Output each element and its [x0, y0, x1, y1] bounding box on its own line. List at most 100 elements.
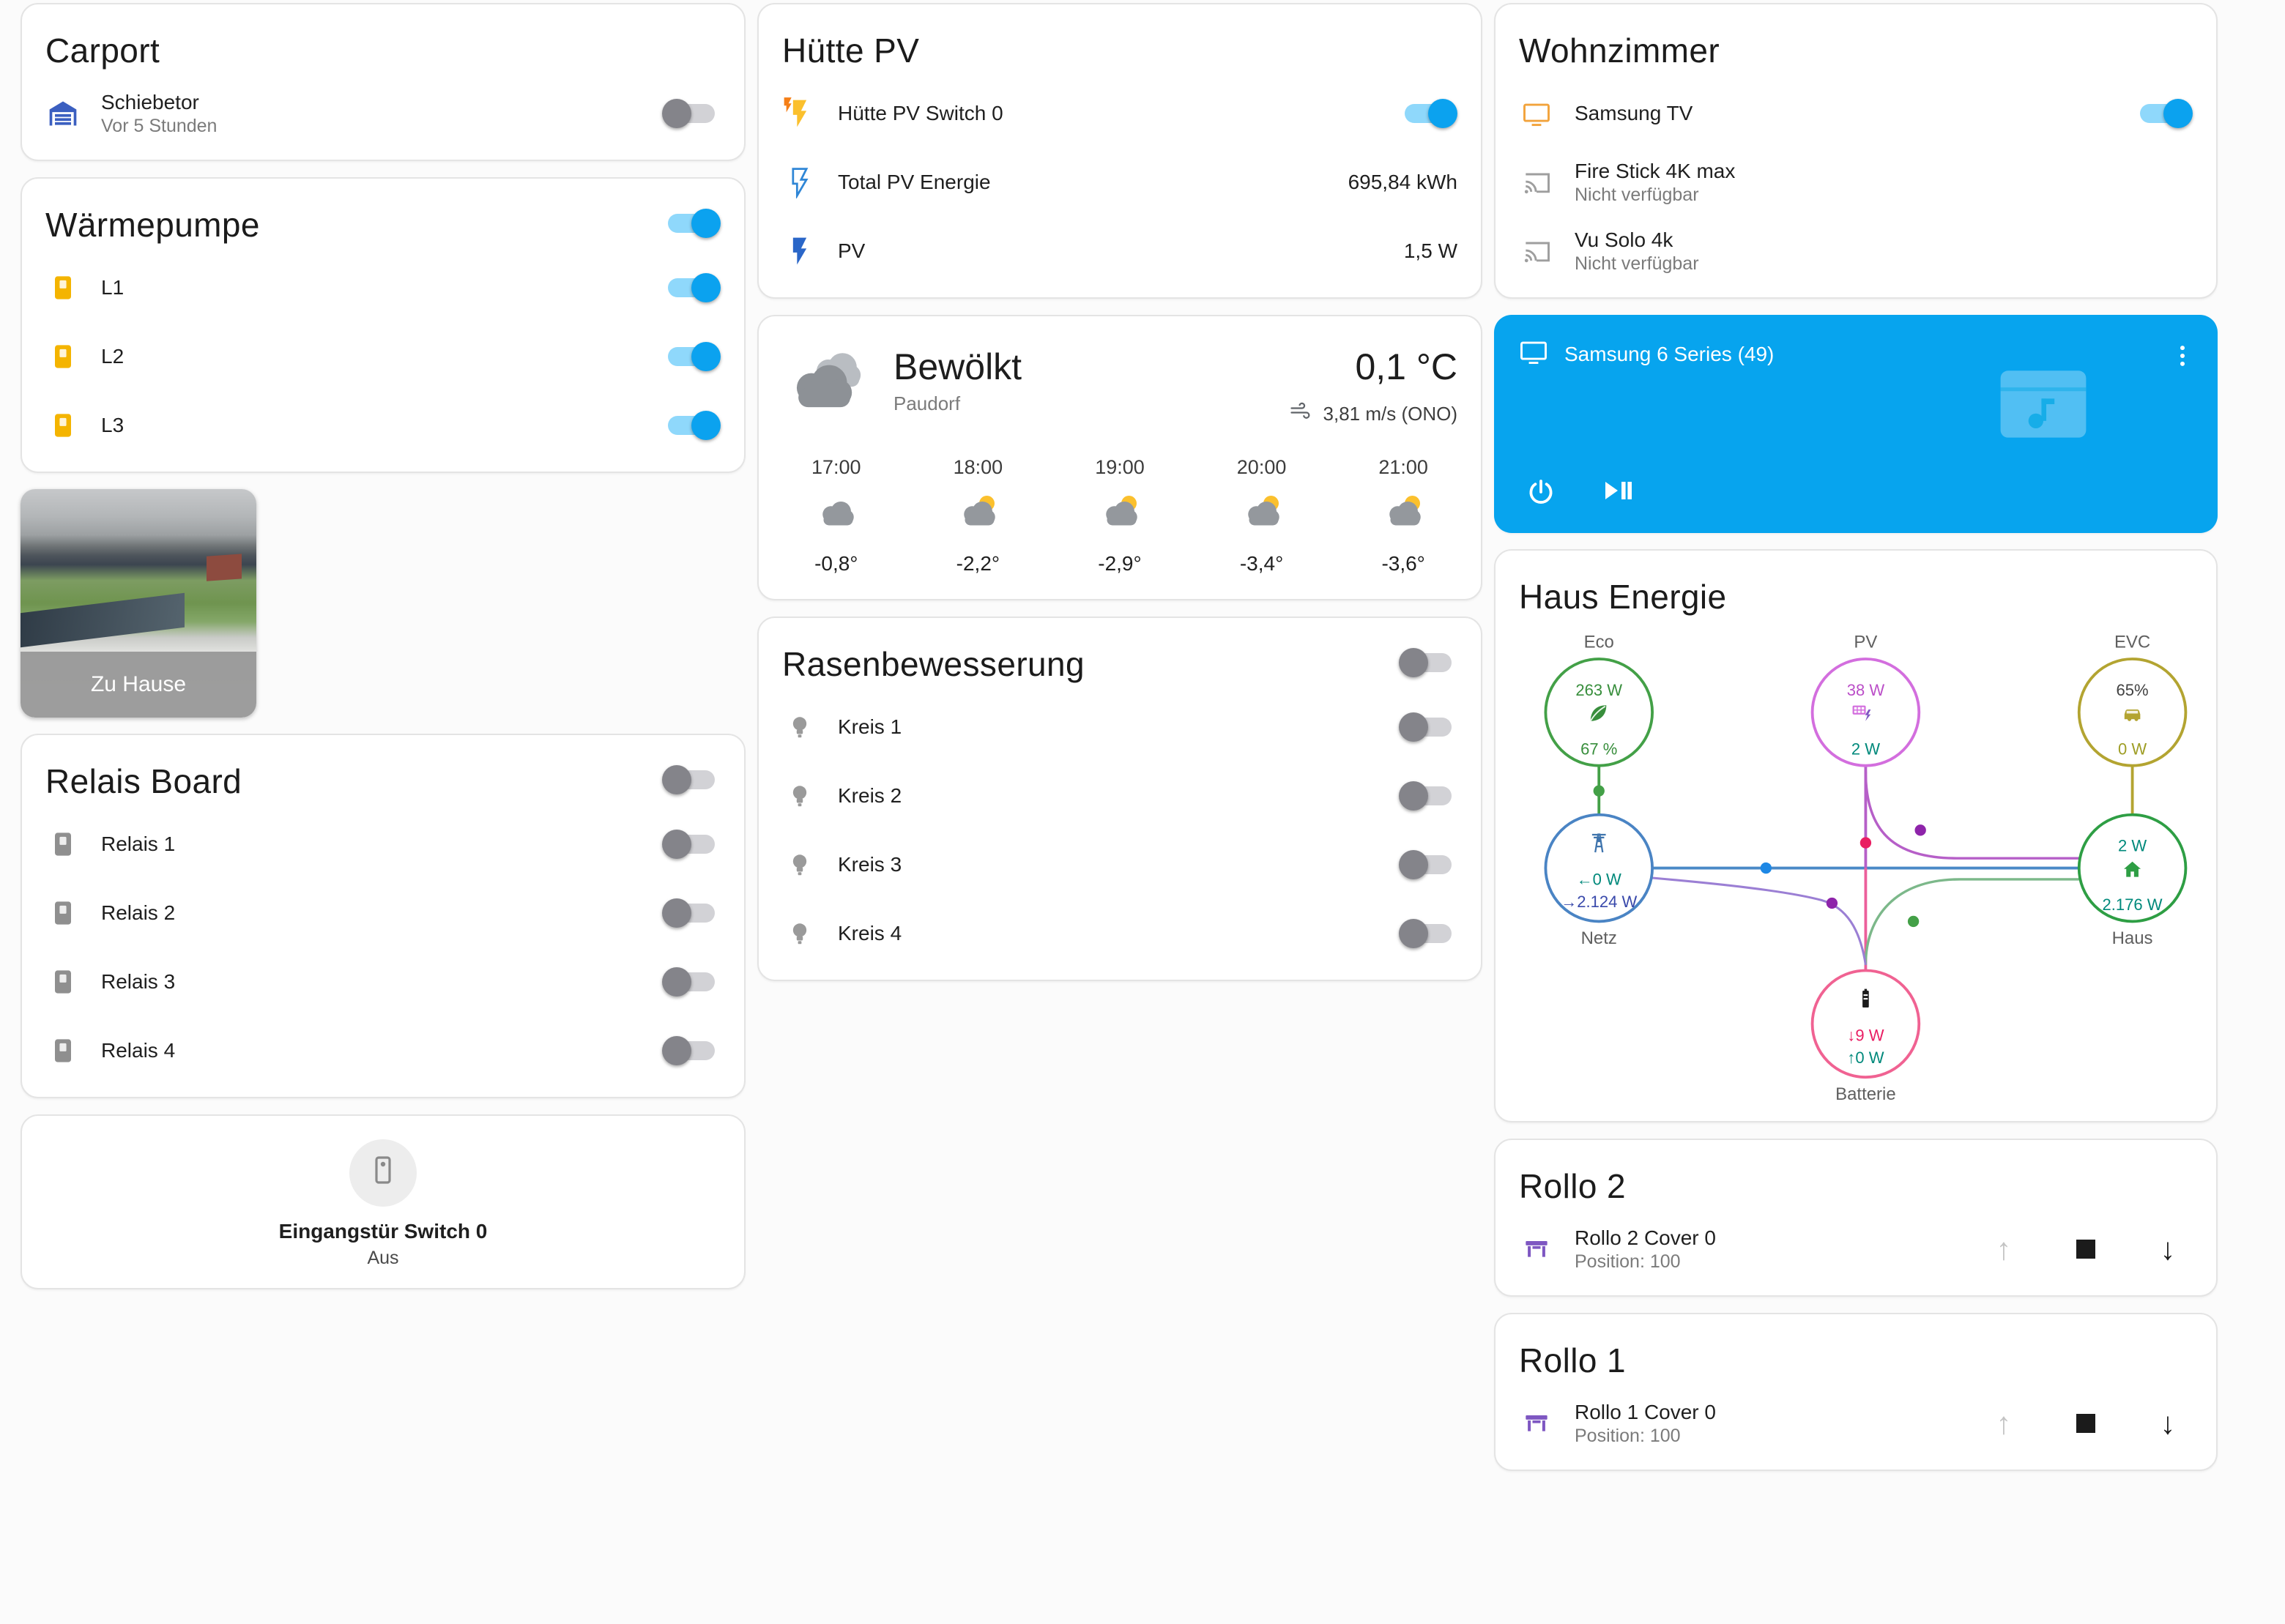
entity-row-l1[interactable]: L1 [45, 253, 721, 322]
l2-toggle[interactable] [662, 342, 721, 371]
entity-row-relais1[interactable]: Relais 1 [45, 810, 721, 879]
svg-text:2 W: 2 W [2118, 837, 2147, 855]
cover-position: Position: 100 [1575, 1425, 1681, 1446]
more-options-icon[interactable] [2162, 335, 2203, 376]
entity-row-schiebetor[interactable]: Schiebetor Vor 5 Stunden [45, 79, 721, 148]
entity-button[interactable] [349, 1139, 417, 1207]
relais4-toggle[interactable] [662, 1036, 721, 1065]
entity-row-kreis3[interactable]: Kreis 3 [782, 830, 1457, 899]
card-huette-pv: Hütte PV Hütte PV Switch 0 Total PV Ener… [757, 3, 1482, 299]
entity-row-vu-solo[interactable]: Vu Solo 4k Nicht verfügbar [1519, 217, 2193, 286]
card-weather[interactable]: Bewölkt Paudorf 0,1 °C 3,81 m/s (ONO) 17… [757, 315, 1482, 600]
kreis4-toggle[interactable] [1399, 919, 1457, 948]
entity-name: Rollo 2 Cover 0 [1575, 1226, 1716, 1249]
relais2-toggle[interactable] [662, 898, 721, 928]
card-title-rasen: Rasenbewesserung [782, 645, 1085, 683]
media-player-card[interactable]: Samsung 6 Series (49) [1494, 315, 2218, 533]
entity-name: Fire Stick 4K max [1575, 159, 1736, 182]
card-waermepumpe: Wärmepumpe L1 L2 L3 [21, 177, 746, 473]
svg-text:263 W: 263 W [1575, 681, 1622, 699]
weather-forecast: 17:00 -0,8° 18:00 -2,2° 19:00 -2,9° 20:0… [782, 433, 1457, 587]
cover-up-button[interactable]: ↑ [1996, 1232, 2012, 1267]
cast-icon [1519, 234, 1554, 269]
entity-row-fire-stick[interactable]: Fire Stick 4K max Nicht verfügbar [1519, 148, 2193, 217]
window-shutter-icon [1519, 1232, 1554, 1267]
dashboard: Carport Schiebetor Vor 5 Stunden Wärmepu… [21, 3, 2218, 1472]
flow-dots [1593, 785, 1926, 928]
entity-row-relais2[interactable]: Relais 2 [45, 879, 721, 947]
cover-position: Position: 100 [1575, 1251, 1681, 1272]
sensor-value: 695,84 kWh [1348, 171, 1457, 193]
entity-row-rollo1-cover[interactable]: Rollo 1 Cover 0 Position: 100 ↑ ↓ [1519, 1389, 2193, 1458]
entity-row-pv[interactable]: PV 1,5 W [782, 217, 1457, 286]
cover-stop-button[interactable] [2064, 1401, 2108, 1445]
forecast-temp: -3,4° [1239, 552, 1284, 575]
play-pause-button[interactable] [1597, 472, 1638, 513]
entity-row-relais4[interactable]: Relais 4 [45, 1016, 721, 1085]
entity-name: Vu Solo 4k [1575, 228, 1673, 251]
stop-icon [2076, 1240, 2095, 1259]
entity-row-kreis1[interactable]: Kreis 1 [782, 693, 1457, 761]
forecast-time: 18:00 [953, 456, 1003, 478]
relais-master-toggle[interactable] [662, 765, 721, 794]
entity-name: Kreis 4 [838, 922, 902, 945]
sensor-value: 1,5 W [1403, 239, 1457, 262]
camera-image-solar-panels [21, 592, 185, 649]
entity-row-l3[interactable]: L3 [45, 391, 721, 460]
forecast-temp: -0,8° [814, 552, 858, 575]
cover-stop-button[interactable] [2064, 1227, 2108, 1271]
card-eingangstuer[interactable]: Eingangstür Switch 0 Aus [21, 1114, 746, 1289]
forecast-time: 20:00 [1236, 456, 1287, 478]
entity-name: Kreis 3 [838, 853, 902, 876]
schiebetor-toggle[interactable] [662, 99, 721, 128]
waermepumpe-master-toggle[interactable] [662, 209, 721, 238]
entity-name: L3 [101, 414, 125, 436]
cover-down-button[interactable]: ↓ [2160, 1232, 2176, 1267]
energy-node-netz[interactable]: ←0 W →2.124 W Netz [1544, 813, 1654, 948]
entity-row-kreis4[interactable]: Kreis 4 [782, 899, 1457, 968]
entity-row-rollo2-cover[interactable]: Rollo 2 Cover 0 Position: 100 ↑ ↓ [1519, 1215, 2193, 1284]
entity-name: Rollo 1 Cover 0 [1575, 1400, 1716, 1423]
kreis2-toggle[interactable] [1399, 781, 1457, 811]
svg-text:↓9 W: ↓9 W [1847, 1026, 1884, 1044]
energy-node-pv[interactable]: PV 38 W 2 W [1810, 633, 1921, 767]
svg-text:0 W: 0 W [2118, 740, 2147, 758]
entity-row-total-pv-energie[interactable]: Total PV Energie 695,84 kWh [782, 148, 1457, 217]
l3-toggle[interactable] [662, 411, 721, 440]
relais1-toggle[interactable] [662, 830, 721, 859]
forecast-item: 18:00 -2,2° [954, 456, 1003, 576]
cover-up-button[interactable]: ↑ [1996, 1406, 2012, 1441]
kreis3-toggle[interactable] [1399, 850, 1457, 879]
transmission-tower-icon [1591, 833, 1606, 853]
weather-condition: Bewölkt [893, 346, 1022, 387]
camera-image-detail [207, 554, 242, 582]
samsung-tv-toggle[interactable] [2134, 99, 2193, 128]
rasen-master-toggle[interactable] [1399, 648, 1457, 677]
entity-row-kreis2[interactable]: Kreis 2 [782, 761, 1457, 830]
energy-node-haus[interactable]: 2 W 2.176 W Haus [2077, 813, 2188, 948]
cover-down-button[interactable]: ↓ [2160, 1406, 2176, 1441]
card-title-energie: Haus Energie [1519, 578, 1727, 616]
svg-text:Batterie: Batterie [1835, 1084, 1896, 1104]
energy-node-eco[interactable]: Eco 263 W 67 % [1544, 633, 1654, 767]
energy-node-batterie[interactable]: ↓9 W ↑0 W Batterie [1810, 969, 1921, 1104]
car-icon [2124, 709, 2141, 721]
kreis1-toggle[interactable] [1399, 712, 1457, 742]
energy-node-evc[interactable]: EVC 65% 0 W [2077, 633, 2188, 767]
svg-text:2.176 W: 2.176 W [2103, 895, 2163, 914]
camera-caption: Zu Hause [21, 652, 256, 718]
power-button[interactable] [1520, 472, 1561, 513]
entity-row-samsung-tv[interactable]: Samsung TV [1519, 79, 2193, 148]
entity-row-relais3[interactable]: Relais 3 [45, 947, 721, 1016]
entity-row-huette-pv-switch[interactable]: Hütte PV Switch 0 [782, 79, 1457, 148]
relais3-toggle[interactable] [662, 967, 721, 997]
entity-name: Relais 2 [101, 901, 176, 924]
camera-card[interactable]: Zu Hause [21, 489, 256, 718]
movie-music-icon [1995, 356, 2092, 447]
flow-curve-batterie-haus [1864, 878, 2079, 965]
entity-row-l2[interactable]: L2 [45, 322, 721, 391]
l1-toggle[interactable] [662, 273, 721, 302]
entity-state: Nicht verfügbar [1575, 184, 1699, 205]
huette-pv-toggle[interactable] [1399, 99, 1457, 128]
entity-name: Eingangstür Switch 0 [278, 1220, 488, 1243]
